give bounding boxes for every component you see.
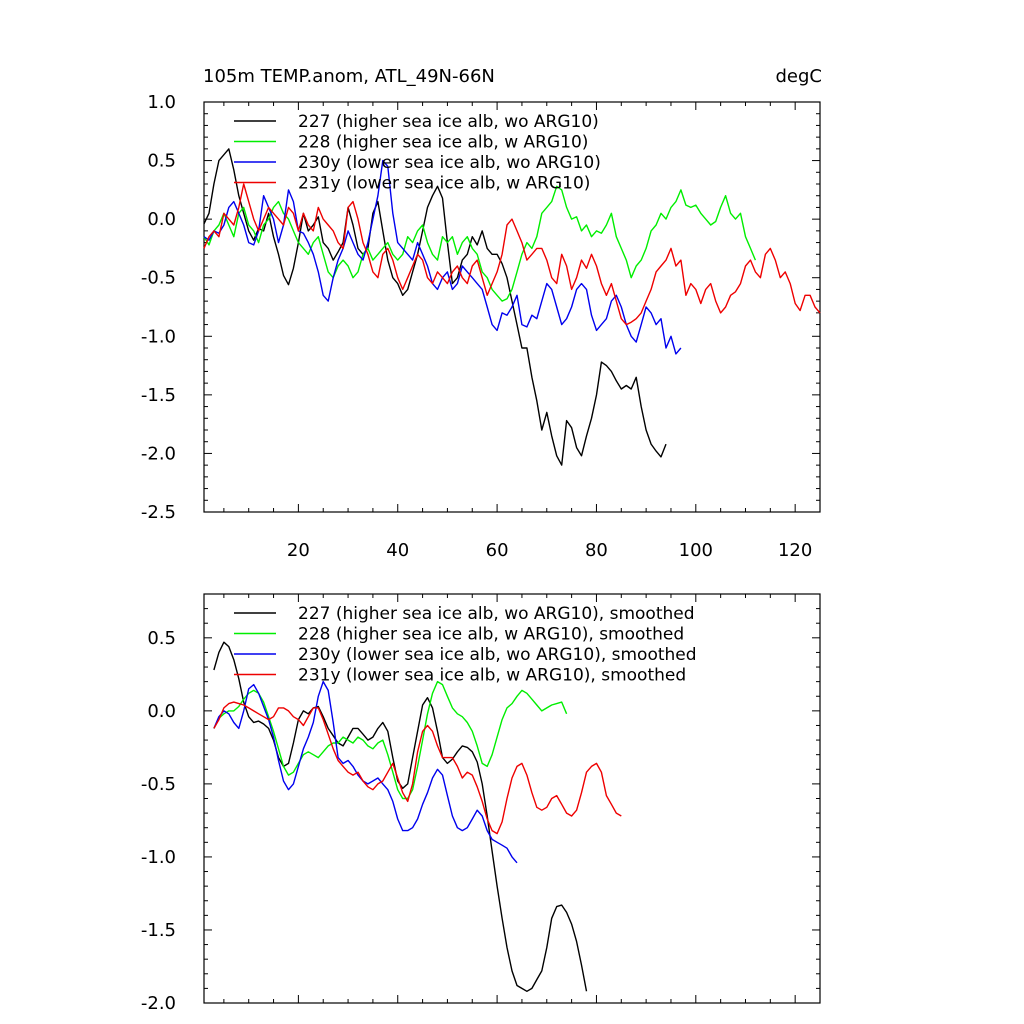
- series-line-2: [203, 185, 757, 302]
- y-tick-label: -1.0: [141, 326, 176, 347]
- bottom-panel: 0.5 0.0 -0.5 -1.0 -1.5 -2.0 227 (higher sea ic…: [141, 593, 821, 1014]
- legend-label-2: 228 (higher sea ice alb, w ARG10): [298, 133, 588, 153]
- series-line-3: [213, 680, 518, 864]
- plot-frame: [203, 101, 821, 513]
- series-line-1: [203, 148, 667, 466]
- series-line-1: [213, 641, 588, 992]
- x-tick-label: 80: [585, 540, 608, 561]
- x-tick-label: 100: [679, 540, 713, 561]
- y-tick-label: -2.0: [141, 993, 176, 1014]
- legend-label-3: 230y (lower sea ice alb, wo ARG10), smoo…: [298, 645, 697, 665]
- legend-label-1: 227 (higher sea ice alb, wo ARG10): [298, 112, 599, 132]
- series-line-4: [203, 183, 821, 326]
- legend-label-4: 231y (lower sea ice alb, w ARG10): [298, 174, 590, 194]
- x-tick-label: 40: [386, 540, 409, 561]
- y-tick-label: -1.5: [141, 920, 176, 941]
- y-tick-label: -1.5: [141, 385, 176, 406]
- y-tick-label: 0.0: [147, 701, 176, 722]
- y-tick-label: 0.5: [147, 628, 176, 649]
- units-label: degC: [776, 66, 823, 87]
- x-tick-label: 60: [486, 540, 509, 561]
- legend-label-4: 231y (lower sea ice alb, w ARG10), smoot…: [298, 666, 686, 686]
- y-tick-label: 0.0: [147, 209, 176, 230]
- x-tick-label: 120: [778, 540, 812, 561]
- y-tick-label: -0.5: [141, 774, 176, 795]
- legend-label-3: 230y (lower sea ice alb, wo ARG10): [298, 153, 601, 173]
- top-panel: 1.0 0.5 0.0 -0.5 -1.0 -1.5 -2.0 -2.5 20 40 60 80 100…: [141, 92, 821, 561]
- y-tick-label: -2.5: [141, 502, 176, 523]
- legend-label-1: 227 (higher sea ice alb, wo ARG10), smoo…: [298, 604, 695, 624]
- y-tick-label: -2.0: [141, 443, 176, 464]
- legend-label-2: 228 (higher sea ice alb, w ARG10), smoot…: [298, 625, 684, 645]
- y-tick-label: -1.0: [141, 847, 176, 868]
- y-tick-label: 0.5: [147, 151, 176, 172]
- series-line-2: [213, 680, 568, 800]
- y-tick-label: -0.5: [141, 268, 176, 289]
- y-tick-label: 1.0: [147, 92, 176, 113]
- x-tick-label: 20: [287, 540, 310, 561]
- series-line-4: [213, 701, 622, 835]
- chart-title: 105m TEMP.anom, ATL_49N-66N: [203, 66, 495, 87]
